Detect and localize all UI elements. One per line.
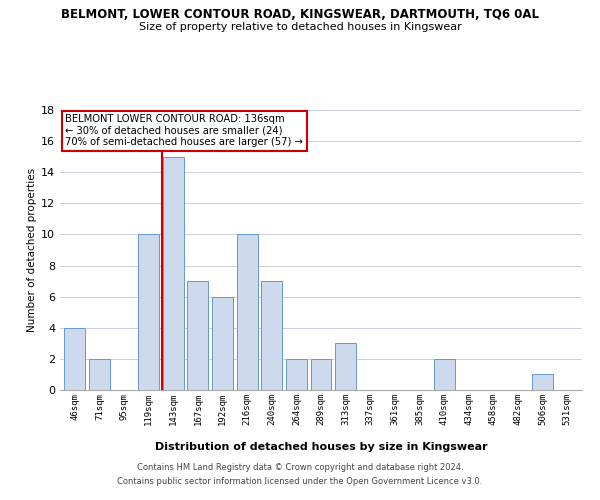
Bar (532, 374, 553, 390)
Bar (261, 281, 282, 390)
Text: Distribution of detached houses by size in Kingswear: Distribution of detached houses by size … (155, 442, 487, 452)
Text: Contains public sector information licensed under the Open Government Licence v3: Contains public sector information licen… (118, 477, 482, 486)
Text: Contains HM Land Registry data © Crown copyright and database right 2024.: Contains HM Land Registry data © Crown c… (137, 464, 463, 472)
Bar (335, 344, 356, 390)
Bar (434, 359, 455, 390)
Text: BELMONT, LOWER CONTOUR ROAD, KINGSWEAR, DARTMOUTH, TQ6 0AL: BELMONT, LOWER CONTOUR ROAD, KINGSWEAR, … (61, 8, 539, 20)
Bar (64, 328, 85, 390)
Bar (311, 359, 331, 390)
Bar (138, 234, 159, 390)
Y-axis label: Number of detached properties: Number of detached properties (27, 168, 37, 332)
Text: BELMONT LOWER CONTOUR ROAD: 136sqm
← 30% of detached houses are smaller (24)
70%: BELMONT LOWER CONTOUR ROAD: 136sqm ← 30%… (65, 114, 303, 148)
Bar (236, 234, 257, 390)
Bar (212, 296, 233, 390)
Bar (286, 359, 307, 390)
Bar (89, 359, 110, 390)
Bar (163, 156, 184, 390)
Text: Size of property relative to detached houses in Kingswear: Size of property relative to detached ho… (139, 22, 461, 32)
Bar (187, 281, 208, 390)
